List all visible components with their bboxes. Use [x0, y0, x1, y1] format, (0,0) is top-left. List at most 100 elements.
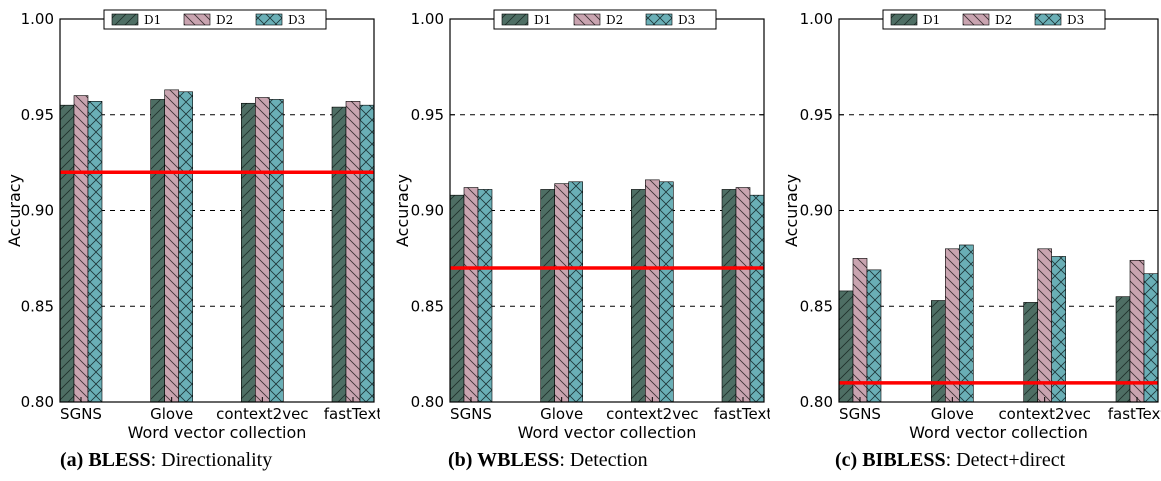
- x-tick-label: Glove: [150, 405, 193, 423]
- bar-d3-fasttext: [749, 194, 765, 403]
- chart-panel-a: 0.80 0.85 0.90 0.95 1.00 SGNS Glove context2vec…: [0, 0, 380, 481]
- y-tick-label: 1.00: [411, 10, 444, 28]
- bar-d2-context2vec: [255, 97, 270, 403]
- legend-swatch-d3: [645, 13, 673, 26]
- legend-label-d1: D1: [144, 13, 161, 27]
- bar-d2-glove: [164, 89, 179, 403]
- bar-d1-fasttext: [1115, 296, 1131, 403]
- caption-label-a: (a): [60, 449, 84, 471]
- bar-d2-glove: [554, 183, 569, 403]
- chart-panel-b: 0.80 0.85 0.90 0.95 1.00 SGNS Glove context2vec…: [390, 0, 770, 481]
- bar-d3-context2vec: [269, 99, 284, 403]
- caption-rest-c: : Detect+direct: [945, 449, 1066, 471]
- y-axis-label: Accuracy: [782, 174, 801, 247]
- legend-swatch-d2: [573, 13, 601, 26]
- legend-label-d2: D2: [216, 13, 233, 27]
- bar-d2-sgns: [463, 187, 479, 403]
- y-tick-label: 0.80: [411, 393, 444, 411]
- caption-rest-b: : Detection: [559, 449, 648, 471]
- legend-label-d3: D3: [1067, 13, 1084, 27]
- bar-d3-glove: [568, 181, 583, 403]
- chart-svg-c: 0.80 0.85 0.90 0.95 1.00 SGNS Glove context2vec…: [782, 9, 1161, 440]
- legend-swatch-d3: [1034, 13, 1062, 26]
- caption-a: (a) BLESS: Directionality: [60, 449, 272, 472]
- y-tick-label: 0.95: [411, 106, 444, 124]
- bar-d1-sgns: [449, 194, 465, 403]
- bar-d3-context2vec: [659, 181, 674, 403]
- legend-label-d1: D1: [534, 13, 551, 27]
- legend-swatch-d2: [962, 13, 990, 26]
- x-tick-label: Glove: [931, 405, 974, 423]
- caption-bold-a: BLESS: [88, 449, 151, 471]
- x-tick-label: context2vec: [216, 405, 308, 423]
- y-tick-label: 0.80: [21, 393, 54, 411]
- bar-d1-glove: [150, 99, 165, 403]
- bar-d1-glove: [931, 300, 946, 403]
- x-axis-label: Word vector collection: [909, 423, 1088, 440]
- x-axis-label: Word vector collection: [128, 423, 307, 440]
- caption-label-b: (b): [448, 449, 473, 471]
- x-tick-label: context2vec: [998, 405, 1090, 423]
- y-tick-label: 0.85: [21, 297, 54, 315]
- legend-label-d3: D3: [288, 13, 305, 27]
- y-tick-label: 0.85: [800, 297, 833, 315]
- x-tick-label: SGNS: [450, 405, 492, 423]
- legend-swatch-d1: [501, 13, 529, 26]
- x-tick-label: fastText: [1108, 405, 1161, 423]
- bar-d1-fasttext: [721, 189, 737, 403]
- plot-frame: [449, 18, 765, 403]
- caption-label-c: (c): [835, 449, 858, 471]
- plot-frame: [59, 18, 375, 403]
- bar-d3-sgns: [477, 189, 493, 403]
- bar-d3-glove: [959, 244, 974, 403]
- bar-d2-glove: [945, 248, 960, 403]
- bar-d2-context2vec: [645, 179, 660, 403]
- bar-d1-glove: [540, 189, 555, 403]
- bar-d2-fasttext: [735, 187, 751, 403]
- legend: D1 D2 D3: [882, 9, 1106, 30]
- caption-bold-b: WBLESS: [477, 449, 560, 471]
- caption-rest-a: : Directionality: [150, 449, 273, 471]
- legend-swatch-d3: [255, 13, 283, 26]
- x-tick-label: context2vec: [606, 405, 698, 423]
- y-tick-label: 0.90: [411, 202, 444, 220]
- bar-d1-sgns: [838, 290, 854, 403]
- bar-d3-context2vec: [1051, 256, 1066, 403]
- y-tick-label: 0.90: [21, 202, 54, 220]
- caption-bold-c: BIBLESS: [862, 449, 946, 471]
- legend: D1 D2 D3: [103, 9, 327, 30]
- bar-d1-context2vec: [241, 102, 256, 403]
- legend-label-d1: D1: [923, 13, 940, 27]
- legend-swatch-d2: [183, 13, 211, 26]
- chart-panel-c: 0.80 0.85 0.90 0.95 1.00 SGNS Glove context2vec…: [779, 0, 1161, 481]
- bar-d1-context2vec: [1023, 302, 1038, 403]
- bar-d3-fasttext: [359, 104, 375, 403]
- y-tick-label: 1.00: [21, 10, 54, 28]
- bar-d1-context2vec: [631, 189, 646, 403]
- y-tick-label: 0.90: [800, 202, 833, 220]
- x-tick-label: Glove: [540, 405, 583, 423]
- bar-d3-glove: [178, 91, 193, 403]
- bar-d2-fasttext: [345, 101, 361, 403]
- x-axis-label: Word vector collection: [518, 423, 697, 440]
- y-axis-label: Accuracy: [393, 174, 412, 247]
- bar-d2-context2vec: [1037, 248, 1052, 403]
- caption-c: (c) BIBLESS: Detect+direct: [835, 449, 1065, 472]
- bar-d2-fasttext: [1129, 259, 1145, 403]
- y-tick-label: 0.80: [800, 393, 833, 411]
- y-tick-label: 0.95: [21, 106, 54, 124]
- legend-label-d2: D2: [995, 13, 1012, 27]
- bar-d2-sgns: [852, 258, 868, 403]
- chart-svg-a: 0.80 0.85 0.90 0.95 1.00 SGNS Glove context2vec…: [5, 9, 380, 440]
- legend-swatch-d1: [890, 13, 918, 26]
- legend-label-d3: D3: [678, 13, 695, 27]
- x-tick-label: SGNS: [839, 405, 881, 423]
- legend: D1 D2 D3: [493, 9, 717, 30]
- legend-label-d2: D2: [606, 13, 623, 27]
- y-axis-label: Accuracy: [5, 174, 24, 247]
- x-tick-label: fastText: [714, 405, 770, 423]
- bar-d1-sgns: [59, 104, 75, 403]
- caption-b: (b) WBLESS: Detection: [448, 449, 648, 472]
- chart-svg-b: 0.80 0.85 0.90 0.95 1.00 SGNS Glove context2vec…: [393, 9, 770, 440]
